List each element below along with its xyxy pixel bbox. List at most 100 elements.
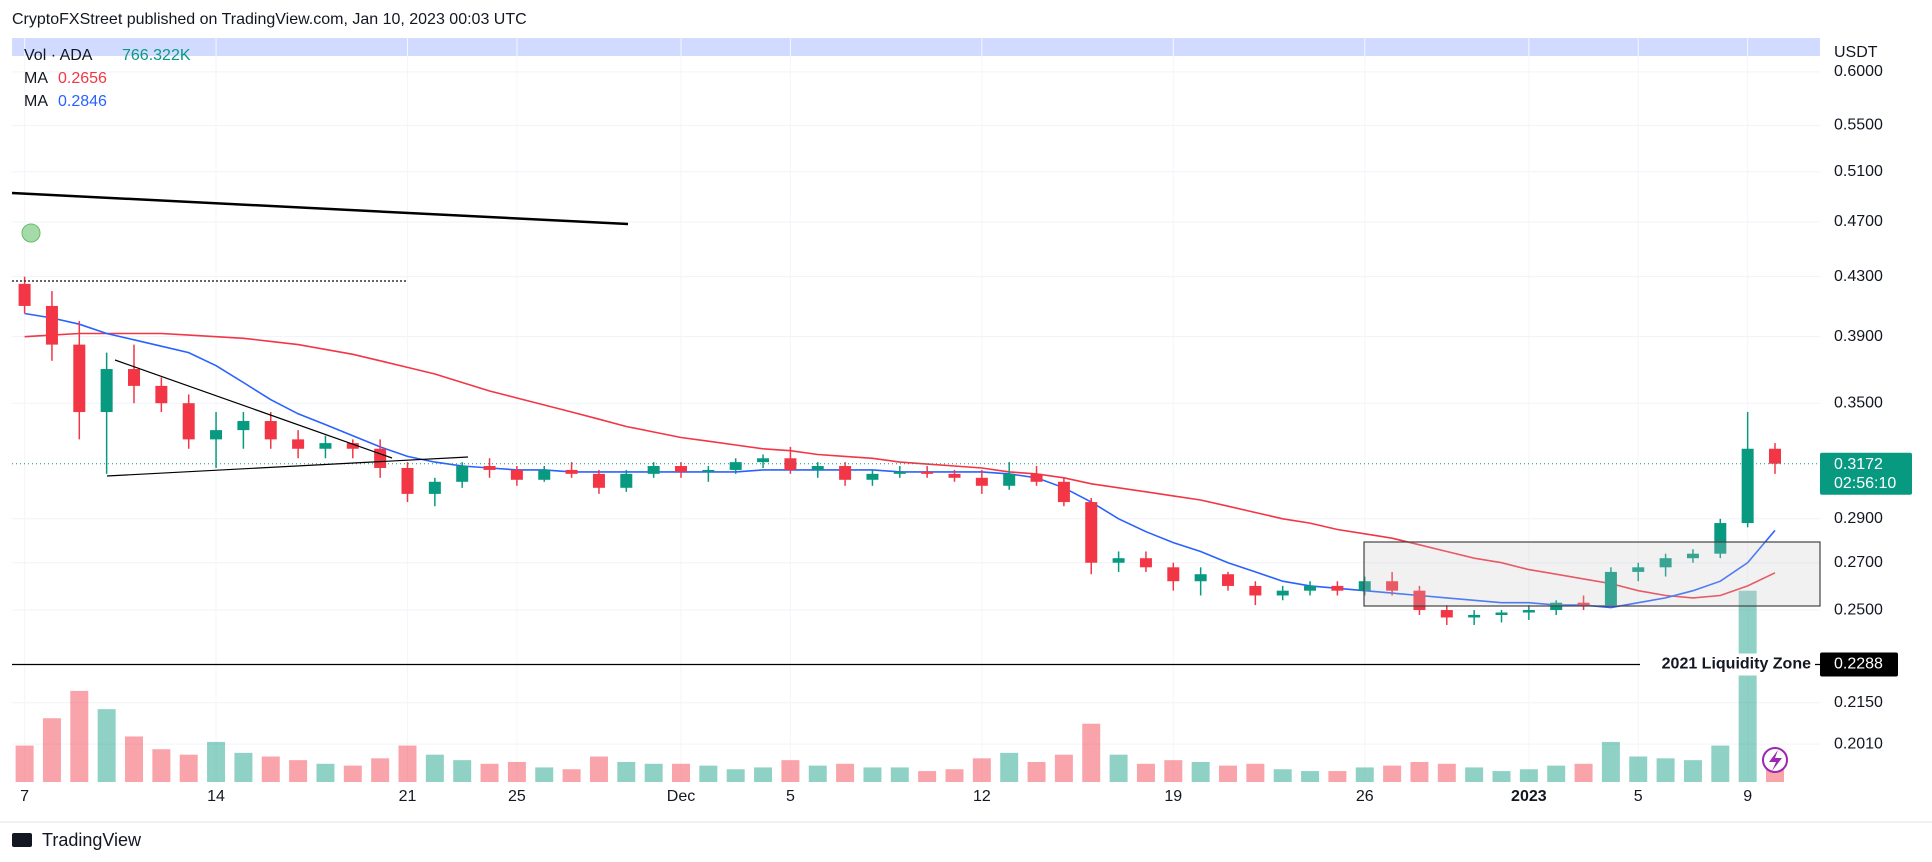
volume-bar bbox=[1328, 771, 1347, 782]
candle-body bbox=[1222, 574, 1234, 586]
volume-bar bbox=[1410, 761, 1429, 782]
x-tick-label: 21 bbox=[399, 788, 417, 805]
volume-bar bbox=[1601, 741, 1620, 782]
candle-body bbox=[483, 466, 496, 470]
volume-bar bbox=[699, 765, 718, 782]
volume-bar bbox=[316, 763, 335, 782]
volume-bar bbox=[1547, 765, 1566, 782]
candle-body bbox=[893, 471, 906, 474]
legend-value: 0.2846 bbox=[58, 93, 107, 110]
range-box bbox=[1363, 541, 1821, 607]
volume-bar bbox=[480, 763, 499, 782]
y-tick-label: 0.5100 bbox=[1834, 163, 1883, 180]
candle-body bbox=[1468, 614, 1481, 618]
candle-body bbox=[1440, 610, 1453, 618]
x-tick-label: 12 bbox=[973, 788, 991, 805]
x-tick-label: 9 bbox=[1743, 788, 1752, 805]
candle-body bbox=[1686, 553, 1699, 559]
candle-body bbox=[346, 443, 359, 449]
candle-body bbox=[1112, 558, 1125, 563]
volume-bar bbox=[1219, 765, 1237, 782]
volume-bar bbox=[125, 736, 143, 782]
candle-body bbox=[374, 448, 387, 468]
candle-body bbox=[1632, 567, 1645, 572]
candle-body bbox=[18, 283, 31, 306]
marker-circle bbox=[21, 223, 41, 243]
legend-value: 0.2656 bbox=[58, 70, 107, 87]
candle-body bbox=[1139, 558, 1152, 568]
x-tick-label: 2023 bbox=[1511, 788, 1547, 805]
candle-body bbox=[1386, 581, 1399, 591]
triangle-upper bbox=[114, 359, 393, 459]
candle-body bbox=[1413, 590, 1426, 611]
candle-body bbox=[620, 473, 633, 488]
annotation-price-box bbox=[1820, 652, 1898, 677]
candle-body bbox=[401, 467, 414, 494]
volume-bar bbox=[1519, 769, 1538, 782]
legend-name: MA bbox=[24, 93, 48, 110]
volume-bar bbox=[754, 767, 773, 782]
volume-bar bbox=[972, 758, 991, 782]
candle-body bbox=[1003, 473, 1016, 486]
y-tick-label: 0.2700 bbox=[1834, 554, 1883, 571]
candle-body bbox=[155, 385, 168, 404]
annotation-label-bg bbox=[1640, 653, 1815, 676]
candle-body bbox=[182, 403, 195, 440]
volume-bar bbox=[453, 760, 472, 782]
candle-body bbox=[1769, 448, 1781, 464]
candle-body bbox=[565, 469, 578, 474]
y-tick-label: 0.4700 bbox=[1834, 213, 1883, 230]
candle-body bbox=[839, 466, 852, 480]
candle-body bbox=[757, 458, 770, 463]
candle-body bbox=[1741, 448, 1754, 524]
volume-bar bbox=[781, 760, 800, 782]
y-tick-label: 0.4300 bbox=[1834, 268, 1883, 285]
volume-bar bbox=[1109, 754, 1128, 782]
volume-bar bbox=[1136, 763, 1155, 782]
candle-body bbox=[1659, 558, 1672, 568]
y-tick-label: 0.6000 bbox=[1834, 63, 1883, 80]
brand-name: TradingView bbox=[42, 830, 142, 850]
y-tick-label: 0.3500 bbox=[1834, 394, 1883, 411]
volume-bar bbox=[1246, 763, 1265, 782]
volume-bar bbox=[1629, 756, 1648, 782]
volume-bar bbox=[1383, 765, 1402, 782]
volume-bar bbox=[152, 749, 171, 782]
volume-bar bbox=[97, 709, 116, 782]
alert-bolt bbox=[1769, 750, 1782, 771]
legend-band bbox=[12, 38, 1820, 56]
publish-header: CryptoFXStreet published on TradingView.… bbox=[12, 11, 527, 28]
volume-bar bbox=[1492, 771, 1511, 782]
volume-bar bbox=[398, 745, 417, 782]
volume-bar bbox=[1082, 723, 1101, 782]
candle-body bbox=[1167, 567, 1180, 582]
y-tick-label: 0.2010 bbox=[1834, 735, 1883, 752]
candle-body bbox=[1030, 473, 1043, 482]
candle-body bbox=[1522, 610, 1535, 613]
candle-body bbox=[510, 469, 523, 480]
volume-bar bbox=[890, 767, 909, 782]
volume-bar bbox=[1683, 760, 1702, 782]
volume-bar bbox=[808, 765, 827, 782]
volume-bar bbox=[863, 767, 882, 782]
candle-body bbox=[1358, 581, 1371, 591]
candle-body bbox=[100, 369, 113, 413]
candle-body bbox=[264, 421, 277, 440]
candle-body bbox=[45, 305, 58, 345]
volume-bar bbox=[617, 761, 636, 782]
legend: Vol · ADA 766.322K MA 0.2656 MA 0.2846 bbox=[24, 47, 191, 110]
triangle-lower bbox=[106, 456, 469, 477]
volume-bar bbox=[289, 760, 308, 782]
volume-bar bbox=[535, 767, 554, 782]
candle-body bbox=[210, 430, 223, 440]
candle-body bbox=[1495, 612, 1508, 615]
last-price-label: 0.3172 bbox=[1834, 456, 1883, 473]
volume-bar bbox=[425, 754, 444, 782]
candle-body bbox=[702, 469, 715, 472]
volume-bar bbox=[562, 769, 581, 782]
y-tick-label: 0.2500 bbox=[1834, 601, 1883, 618]
volume-bar bbox=[261, 756, 280, 782]
candle-body bbox=[1057, 481, 1070, 503]
brand-logo bbox=[12, 833, 32, 847]
